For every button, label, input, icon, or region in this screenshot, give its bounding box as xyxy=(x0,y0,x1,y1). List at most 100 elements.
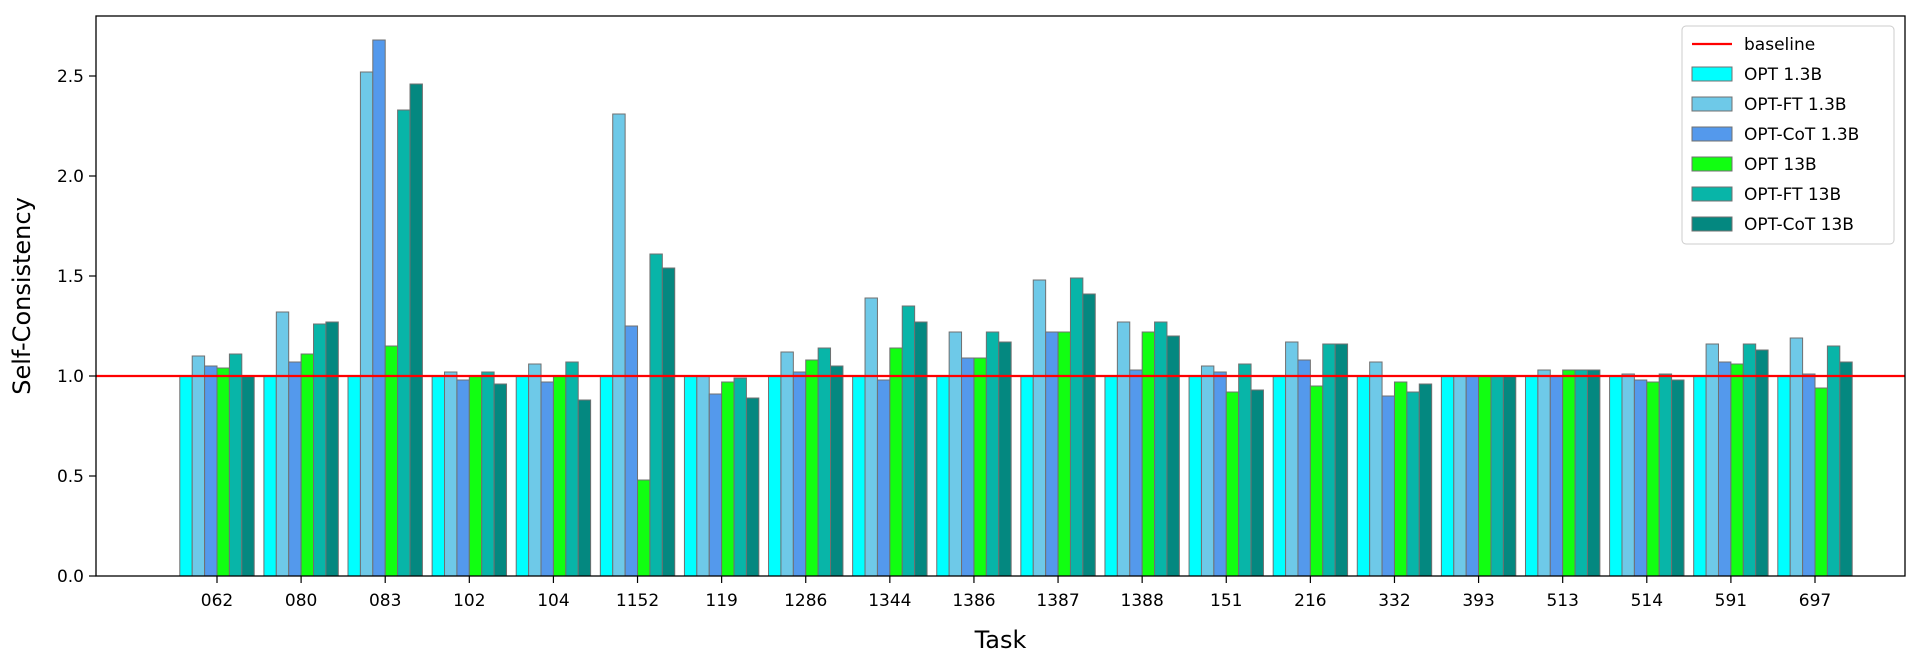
bar xyxy=(1154,321,1168,577)
bar xyxy=(540,381,554,577)
x-tick-label: 1152 xyxy=(616,591,659,611)
bar xyxy=(721,381,735,577)
x-tick-label: 513 xyxy=(1546,591,1578,611)
bar xyxy=(1082,293,1096,577)
x-tick-label: 1387 xyxy=(1036,591,1079,611)
legend: baseline OPT 1.3B OPT-FT 1.3B OPT-CoT 1.3B O… xyxy=(1681,25,1895,245)
bar xyxy=(431,375,446,577)
x-tick-label: 591 xyxy=(1715,591,1747,611)
bar xyxy=(1393,381,1408,577)
bar xyxy=(1322,343,1336,577)
bar xyxy=(901,305,916,577)
bar xyxy=(1166,335,1180,577)
x-tick-label: 216 xyxy=(1294,591,1326,611)
bar xyxy=(1814,387,1828,577)
bar xyxy=(372,39,386,577)
bar xyxy=(515,375,530,577)
bar xyxy=(1141,331,1156,577)
bar xyxy=(1418,383,1433,577)
bar xyxy=(817,347,832,577)
bar xyxy=(1356,375,1371,577)
bar xyxy=(1646,381,1660,577)
bar xyxy=(1693,375,1707,577)
bar xyxy=(624,325,639,577)
bar xyxy=(599,375,614,577)
bar xyxy=(1465,375,1480,577)
legend-swatch xyxy=(1691,156,1733,172)
legend-box xyxy=(1681,25,1895,245)
bar xyxy=(241,375,255,577)
bar xyxy=(1730,363,1744,577)
legend-label: OPT 13B xyxy=(1744,155,1817,175)
bar xyxy=(347,375,361,577)
y-tick-label: 0.5 xyxy=(57,467,84,487)
bar xyxy=(288,361,302,577)
bar xyxy=(1045,331,1059,577)
bar xyxy=(745,397,760,577)
bar xyxy=(325,321,339,577)
legend-swatch xyxy=(1691,126,1733,142)
x-axis-title: Task xyxy=(974,626,1027,654)
bar xyxy=(456,379,470,577)
bar xyxy=(275,311,290,577)
bar xyxy=(661,267,676,577)
x-tick-label: 1386 xyxy=(952,591,995,611)
bar xyxy=(733,377,747,577)
bar xyxy=(1020,375,1034,577)
plot-frame xyxy=(95,15,1906,577)
bar xyxy=(179,375,193,577)
bar xyxy=(300,353,315,577)
bar xyxy=(1562,369,1576,577)
bar xyxy=(1057,331,1071,577)
x-tick-label: 119 xyxy=(705,591,737,611)
x-tick-label: 332 xyxy=(1378,591,1410,611)
y-tick-label: 2.0 xyxy=(57,167,84,187)
bar xyxy=(1755,349,1769,577)
x-tick-label: 151 xyxy=(1210,591,1242,611)
bar xyxy=(768,375,782,577)
legend-label: baseline xyxy=(1744,35,1815,55)
bar xyxy=(1549,375,1564,577)
bar xyxy=(961,357,975,577)
y-tick-label: 2.5 xyxy=(57,67,84,87)
bar xyxy=(1826,345,1841,577)
bar xyxy=(1406,391,1420,577)
bar xyxy=(1104,375,1118,577)
x-tick-label: 104 xyxy=(537,591,569,611)
bar xyxy=(985,331,1000,577)
bar xyxy=(481,371,495,577)
x-tick-label: 062 xyxy=(201,591,233,611)
bar xyxy=(1334,343,1349,577)
legend-swatch xyxy=(1691,66,1733,82)
bar xyxy=(552,375,567,577)
bar xyxy=(1272,375,1287,577)
bar xyxy=(1297,359,1311,577)
x-tick-label: 102 xyxy=(453,591,485,611)
bar xyxy=(1309,385,1324,577)
bar xyxy=(1839,361,1853,577)
bar xyxy=(359,71,374,577)
bar xyxy=(444,371,458,577)
bar xyxy=(528,363,542,577)
bar xyxy=(1658,373,1673,577)
x-tick-label: 1344 xyxy=(868,591,911,611)
bar xyxy=(1717,361,1732,577)
bar xyxy=(936,375,950,577)
bar xyxy=(683,375,698,577)
bar xyxy=(263,375,277,577)
legend-swatch xyxy=(1691,216,1733,232)
bar xyxy=(1129,369,1143,577)
bar xyxy=(204,365,218,577)
bar xyxy=(696,375,710,577)
bar xyxy=(1671,379,1685,577)
bar xyxy=(780,351,794,577)
bar xyxy=(313,323,327,577)
x-tick-label: 083 xyxy=(369,591,401,611)
legend-label: OPT-CoT 13B xyxy=(1744,215,1854,235)
bar xyxy=(792,371,807,577)
bar xyxy=(1777,375,1791,577)
bar xyxy=(876,379,891,577)
bar xyxy=(864,297,878,577)
y-tick-label: 0.0 xyxy=(57,567,84,587)
